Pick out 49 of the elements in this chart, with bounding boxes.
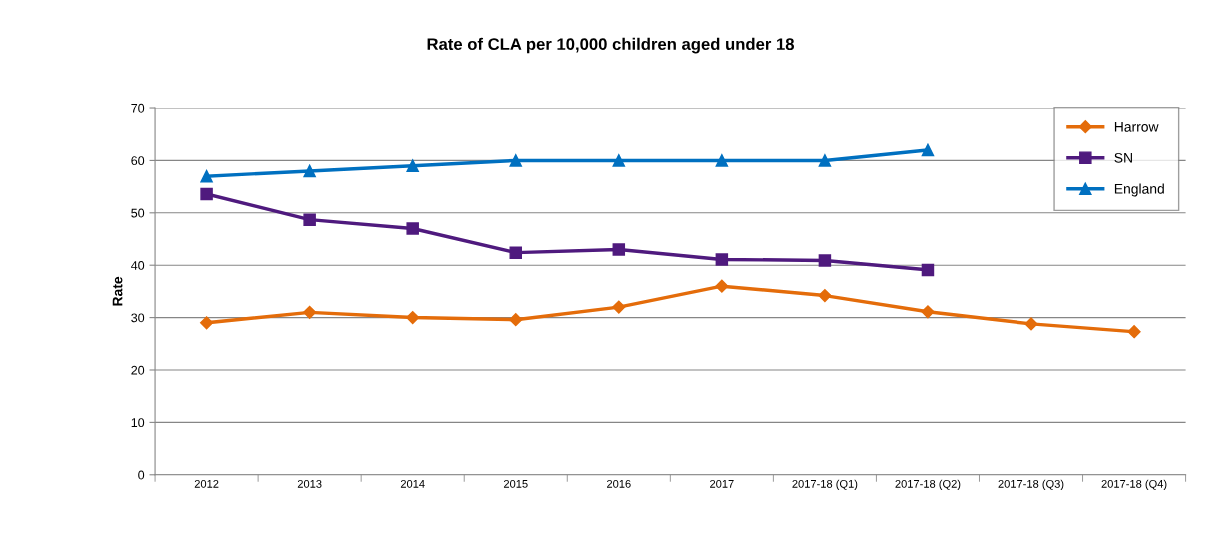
y-tick-label: 70 — [131, 103, 145, 113]
x-tick-label: 2015 — [503, 479, 528, 488]
point — [921, 305, 935, 319]
chart-title: Rate of CLA per 10,000 children aged under 18 — [427, 37, 794, 54]
y-tick-label: 0 — [138, 470, 145, 480]
point — [818, 254, 832, 267]
point — [715, 279, 729, 293]
point — [303, 164, 316, 178]
y-tick-label: 30 — [131, 313, 145, 323]
point — [509, 246, 523, 259]
x-tick-label: 2017-18 (Q2) — [895, 479, 961, 490]
point — [406, 222, 419, 235]
legend-label: Harrow — [1114, 122, 1159, 132]
point — [200, 187, 213, 201]
x-tick-label: 2017-18 (Q1) — [792, 479, 858, 490]
point — [406, 159, 419, 172]
point — [303, 213, 316, 226]
y-tick-label: 40 — [131, 261, 145, 270]
point — [818, 289, 832, 303]
point — [406, 311, 420, 325]
point — [200, 316, 214, 330]
y-tick-label: 60 — [131, 156, 145, 166]
point — [715, 154, 729, 167]
y-axis-title: Rate — [112, 276, 123, 306]
x-tick-label: 2014 — [400, 479, 425, 488]
point — [1127, 325, 1141, 339]
point — [921, 143, 935, 157]
y-tick-label: 20 — [131, 365, 145, 375]
x-tick-label: 2016 — [607, 479, 631, 488]
point — [715, 253, 729, 266]
legend-label: England — [1114, 183, 1164, 197]
y-tick-label: 10 — [131, 418, 145, 428]
x-tick-label: 2017-18 (Q4) — [1101, 479, 1167, 490]
x-tick-label: 2017-18 (Q3) — [998, 479, 1064, 490]
point — [612, 154, 626, 167]
x-tick-label: 2013 — [297, 479, 322, 488]
point — [818, 154, 832, 167]
point — [509, 313, 523, 327]
point — [612, 243, 626, 256]
point — [509, 154, 523, 167]
y-tick-label: 50 — [131, 208, 145, 218]
legend-label: SN — [1114, 152, 1132, 163]
point — [612, 300, 626, 314]
x-tick-label: 2012 — [194, 479, 219, 488]
point — [200, 169, 213, 183]
point — [1024, 317, 1038, 331]
point — [921, 263, 935, 277]
x-tick-label: 2017 — [710, 479, 734, 488]
point — [303, 305, 317, 319]
